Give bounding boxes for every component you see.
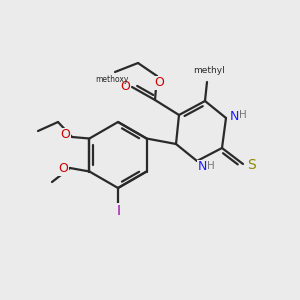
Text: I: I bbox=[117, 204, 121, 218]
Text: O: O bbox=[58, 163, 68, 176]
Text: H: H bbox=[207, 161, 215, 171]
Text: S: S bbox=[247, 158, 255, 172]
Text: O: O bbox=[120, 80, 130, 92]
Text: H: H bbox=[239, 110, 247, 120]
Text: O: O bbox=[154, 76, 164, 89]
Text: N: N bbox=[197, 160, 207, 173]
Text: N: N bbox=[229, 110, 239, 122]
Text: methoxy: methoxy bbox=[95, 75, 129, 84]
Text: methyl: methyl bbox=[193, 66, 225, 75]
Text: O: O bbox=[60, 128, 70, 142]
